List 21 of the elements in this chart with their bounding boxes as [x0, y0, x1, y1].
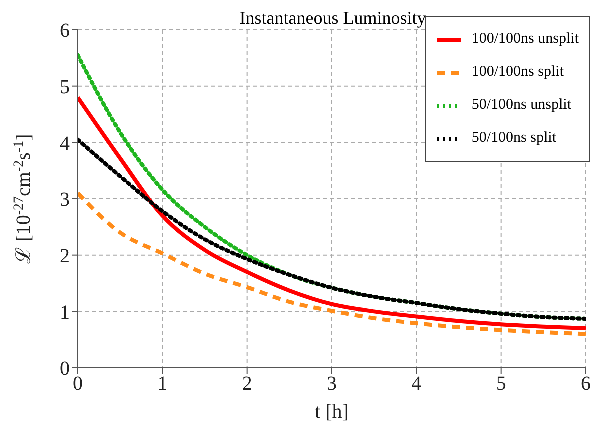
legend-label: 100/100ns split — [472, 64, 564, 81]
x-tick-label: 2 — [242, 373, 252, 396]
x-tick-label: 5 — [496, 373, 506, 396]
y-tick-label: 1 — [60, 302, 70, 324]
x-tick-label: 6 — [581, 373, 591, 396]
legend-label: 50/100ns split — [472, 130, 556, 147]
y-tick-label: 4 — [60, 132, 70, 155]
x-tick-label: 4 — [412, 373, 422, 396]
x-tick-label: 1 — [158, 373, 168, 396]
y-tick-label: 0 — [60, 358, 70, 380]
legend-label: 100/100ns unsplit — [472, 31, 579, 48]
y-tick-label: 3 — [60, 189, 70, 212]
x-axis-title: t [h] — [315, 401, 349, 423]
line-series — [78, 191, 586, 336]
legend-label: 50/100ns unsplit — [472, 97, 572, 114]
y-tick-label: 6 — [60, 20, 70, 42]
chart-title: Instantaneous Luminosity — [240, 8, 426, 28]
line-series — [78, 96, 586, 331]
x-tick-label: 3 — [327, 373, 337, 396]
y-tick-label: 5 — [60, 76, 70, 98]
y-tick-label: 2 — [60, 245, 70, 268]
